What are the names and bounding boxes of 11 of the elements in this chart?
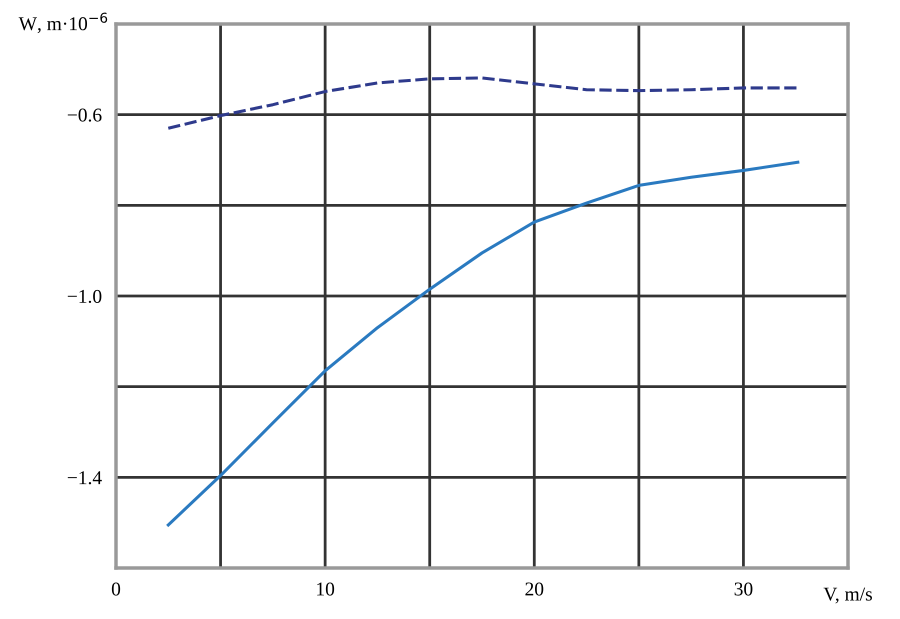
x-tick-label: 0 — [112, 582, 120, 596]
y-tick-label: −0.6 — [68, 108, 102, 122]
y-tick-label: −1.4 — [68, 471, 102, 484]
x-tick-label: 10 — [317, 582, 334, 596]
y-axis-title: W, m·10$^{−6}$ — [18, 12, 108, 34]
y-tick-label: −1.0 — [68, 290, 102, 304]
x-axis-title: V, m/s — [824, 588, 872, 604]
line-series — [166, 76, 800, 130]
line-series — [166, 160, 800, 526]
x-tick-label: 30 — [734, 582, 752, 596]
x-tick-label: 20 — [525, 582, 544, 596]
